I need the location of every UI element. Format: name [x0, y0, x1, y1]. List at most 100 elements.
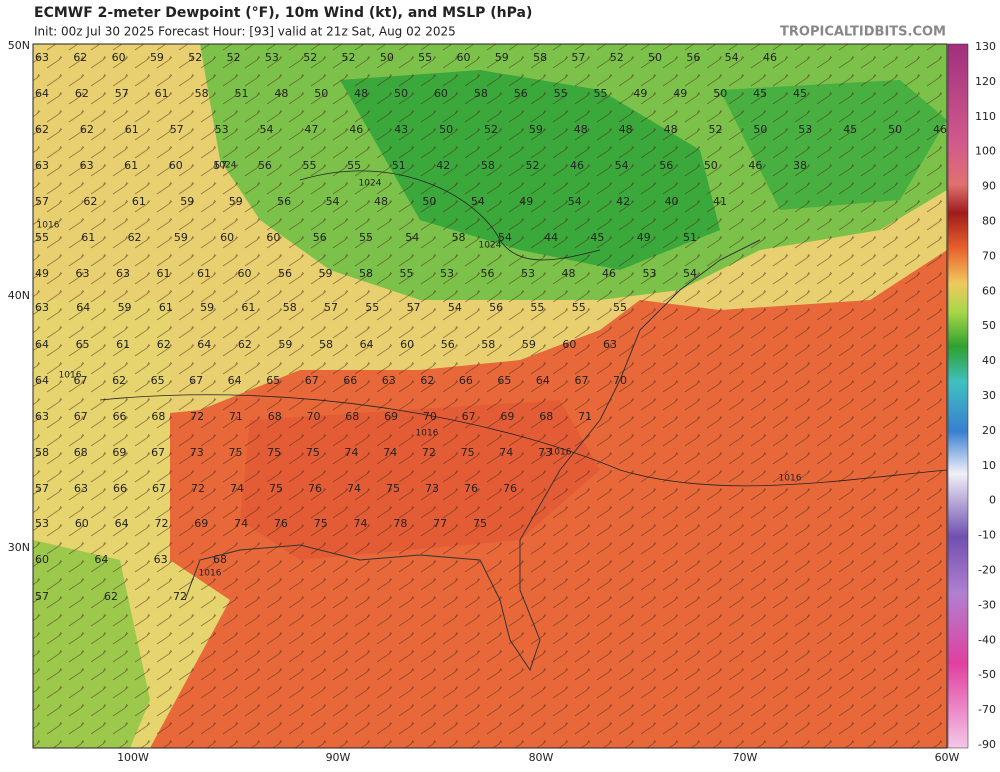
dewpoint-value: 45	[753, 87, 767, 100]
dewpoint-value: 63	[35, 159, 49, 172]
dewpoint-value: 67	[152, 482, 166, 495]
colorbar-label: 0	[989, 494, 996, 507]
dewpoint-value: 54	[405, 231, 419, 244]
dewpoint-value: 60	[35, 553, 49, 566]
dewpoint-value: 57	[170, 123, 184, 136]
dewpoint-value: 64	[115, 517, 129, 530]
dewpoint-value: 68	[345, 410, 359, 423]
dewpoint-value: 59	[118, 301, 132, 314]
coastline	[184, 239, 761, 672]
dewpoint-value: 47	[304, 123, 318, 136]
dewpoint-value: 50	[439, 123, 453, 136]
dewpoint-value: 54	[568, 195, 582, 208]
isobar-label: 1016	[549, 448, 572, 458]
colorbar-label: 100	[975, 145, 996, 158]
map	[33, 44, 947, 748]
dewpoint-value: 75	[269, 482, 283, 495]
dewpoint-value: 54	[260, 123, 274, 136]
dewpoint-value: 63	[382, 374, 396, 387]
dewpoint-value: 74	[347, 482, 361, 495]
dewpoint-value: 44	[544, 231, 558, 244]
dewpoint-value: 62	[104, 590, 118, 603]
dewpoint-value: 43	[394, 123, 408, 136]
dewpoint-value: 50	[422, 195, 436, 208]
dewpoint-value: 52	[188, 51, 202, 64]
dewpoint-value: 58	[533, 51, 547, 64]
dewpoint-value: 76	[274, 517, 288, 530]
dewpoint-value: 62	[112, 374, 126, 387]
dewpoint-value: 78	[393, 517, 407, 530]
dewpoint-value: 46	[763, 51, 777, 64]
dewpoint-value: 74	[234, 517, 248, 530]
dewpoint-value: 62	[128, 231, 142, 244]
dewpoint-value: 63	[35, 301, 49, 314]
dewpoint-value: 52	[610, 51, 624, 64]
dewpoint-value: 54	[683, 267, 697, 280]
subtitle: Init: 00z Jul 30 2025 Forecast Hour: [93…	[34, 25, 456, 39]
dewpoint-value: 64	[536, 374, 550, 387]
colorbar-label: 40	[982, 354, 996, 367]
dewpoint-value: 59	[174, 231, 188, 244]
dewpoint-value: 76	[308, 482, 322, 495]
dewpoint-value: 68	[74, 446, 88, 459]
dewpoint-value: 68	[151, 410, 165, 423]
dewpoint-value: 64	[35, 87, 49, 100]
dewpoint-value: 67	[189, 374, 203, 387]
dewpoint-value: 65	[76, 338, 90, 351]
dewpoint-value: 50	[713, 87, 727, 100]
dewpoint-value: 70	[307, 410, 321, 423]
colorbar-label: 90	[982, 180, 996, 193]
colorbar-label: 30	[982, 389, 996, 402]
dewpoint-value: 60	[434, 87, 448, 100]
dewpoint-value: 63	[80, 159, 94, 172]
dewpoint-value: 59	[522, 338, 536, 351]
dewpoint-value: 55	[554, 87, 568, 100]
dewpoint-value: 74	[345, 446, 359, 459]
dewpoint-value: 65	[266, 374, 280, 387]
colorbar-label: 60	[982, 284, 996, 297]
dewpoint-value: 54	[725, 51, 739, 64]
isobar-label: 1024	[479, 241, 502, 251]
dewpoint-value: 56	[481, 267, 495, 280]
dewpoint-value: 60	[266, 231, 280, 244]
dewpoint-value: 50	[704, 159, 718, 172]
dewpoint-value: 62	[238, 338, 252, 351]
dewpoint-value: 59	[495, 51, 509, 64]
dewpoint-value: 63	[76, 267, 90, 280]
colorbar-label: -70	[978, 703, 996, 716]
latitude-label: 50N	[8, 39, 30, 52]
colorbar	[947, 43, 969, 749]
dewpoint-value: 55	[347, 159, 361, 172]
dewpoint-value: 50	[380, 51, 394, 64]
dewpoint-value: 46	[570, 159, 584, 172]
dewpoint-value: 58	[481, 159, 495, 172]
dewpoint-value: 74	[499, 446, 513, 459]
dewpoint-value: 64	[228, 374, 242, 387]
dewpoint-value: 63	[154, 553, 168, 566]
dewpoint-value: 52	[227, 51, 241, 64]
colorbar-label: -90	[978, 738, 996, 751]
dewpoint-value: 58	[481, 338, 495, 351]
dewpoint-value: 54	[498, 231, 512, 244]
dewpoint-value: 68	[213, 553, 227, 566]
colorbar-label: 130	[975, 40, 996, 53]
dewpoint-value: 50	[314, 87, 328, 100]
colorbar-label: -40	[978, 633, 996, 646]
dewpoint-value: 66	[343, 374, 357, 387]
dewpoint-value: 50	[648, 51, 662, 64]
dewpoint-value: 69	[194, 517, 208, 530]
dewpoint-value: 74	[230, 482, 244, 495]
dewpoint-value: 66	[113, 482, 127, 495]
dewpoint-value: 48	[354, 87, 368, 100]
dewpoint-value: 55	[530, 301, 544, 314]
dewpoint-value: 58	[359, 267, 373, 280]
dewpoint-value: 67	[574, 374, 588, 387]
dewpoint-value: 58	[35, 446, 49, 459]
dewpoint-value: 55	[594, 87, 608, 100]
colorbar-label: -50	[978, 668, 996, 681]
dewpoint-value: 49	[519, 195, 533, 208]
dewpoint-value: 73	[538, 446, 552, 459]
dewpoint-value: 61	[132, 195, 146, 208]
dewpoint-value: 63	[35, 410, 49, 423]
dewpoint-value: 60	[169, 159, 183, 172]
